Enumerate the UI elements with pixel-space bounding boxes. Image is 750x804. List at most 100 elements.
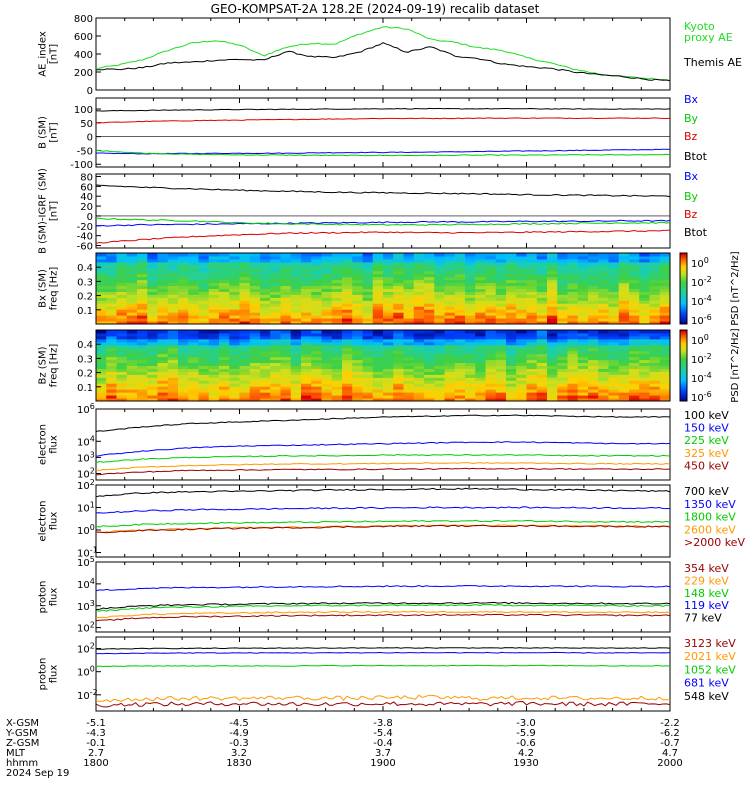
spectrogram-cell xyxy=(465,350,476,355)
spectrogram-cell xyxy=(629,338,640,343)
spectrogram-cell xyxy=(434,347,445,352)
spectrogram-cell xyxy=(260,362,271,366)
spectrogram-cell xyxy=(506,282,517,287)
spectrogram-cell xyxy=(598,306,609,310)
spectrogram-cell xyxy=(116,356,128,361)
spectrogram-cell xyxy=(229,398,240,402)
spectrogram-cell xyxy=(147,321,158,325)
spectrogram-cell xyxy=(126,344,138,349)
spectrogram-cell xyxy=(547,276,558,281)
spectrogram-cell xyxy=(188,253,199,257)
spectrogram-cell xyxy=(557,332,568,337)
spectrogram-cell xyxy=(219,359,230,364)
spectrogram-cell xyxy=(516,309,527,313)
spectrogram-cell xyxy=(362,255,374,260)
spectrogram-cell xyxy=(639,253,650,257)
spectrogram-cell xyxy=(659,297,671,301)
spectrogram-cell xyxy=(588,377,599,381)
spectrogram-cell xyxy=(157,341,169,346)
spectrogram-cell xyxy=(106,273,117,278)
spectrogram-cell xyxy=(495,318,507,322)
spectrogram-cell xyxy=(444,341,456,346)
spectrogram-cell xyxy=(618,288,630,292)
spectrogram-cell xyxy=(96,300,107,304)
colorbar-cell xyxy=(680,374,687,377)
spectrogram-cell xyxy=(536,365,548,369)
spectrogram-cell xyxy=(301,276,312,281)
spectrogram-cell xyxy=(536,273,548,278)
spectrogram-cell xyxy=(403,300,415,304)
spectrogram-cell xyxy=(331,255,343,260)
spectrogram-cell xyxy=(393,377,404,381)
spectrogram-cell xyxy=(208,270,220,275)
spectrogram-cell xyxy=(321,288,333,292)
spectrogram-cell xyxy=(321,303,333,307)
spectrogram-cell xyxy=(588,332,599,337)
spectrogram-cell xyxy=(475,255,486,260)
spectrogram-cell xyxy=(208,362,220,366)
spectrogram-cell xyxy=(413,332,425,337)
spectrogram-cell xyxy=(588,318,599,322)
spectrogram-cell xyxy=(280,288,292,292)
spectrogram-cell xyxy=(116,312,128,316)
spectrogram-cell xyxy=(393,389,404,393)
spectrogram-cell xyxy=(434,362,445,366)
spectrogram-cell xyxy=(96,398,107,402)
spectrogram-cell xyxy=(331,297,343,301)
spectrogram-cell xyxy=(649,332,661,337)
spectrogram-cell xyxy=(526,258,538,263)
spectrogram-cell xyxy=(424,288,435,292)
colorbar-cell xyxy=(680,390,687,393)
spectrogram-cell xyxy=(526,386,538,390)
spectrogram-cell xyxy=(547,350,558,355)
spectrogram-cell xyxy=(649,270,661,275)
spectrogram-cell xyxy=(598,276,609,281)
spectrogram-cell xyxy=(96,267,107,272)
spectrogram-cell xyxy=(588,344,599,349)
spectrogram-cell xyxy=(649,315,661,319)
spectrogram-cell xyxy=(393,312,404,316)
spectrogram-cell xyxy=(403,350,415,355)
spectrogram-cell xyxy=(567,356,579,361)
spectrogram-cell xyxy=(188,315,199,319)
spectrogram-cell xyxy=(465,330,476,334)
spectrogram-cell xyxy=(526,312,538,316)
spectrogram-cell xyxy=(147,303,158,307)
y-tick-label: 80 xyxy=(80,172,93,183)
colorbar-cell xyxy=(680,354,687,358)
spectrogram-cell xyxy=(331,285,343,289)
spectrogram-cell xyxy=(598,267,609,272)
spectrogram-cell xyxy=(219,297,230,301)
spectrogram-cell xyxy=(260,335,271,340)
spectrogram-cell xyxy=(659,318,671,322)
spectrogram-cell xyxy=(444,318,456,322)
spectrogram-cell xyxy=(178,383,189,387)
spectrogram-cell xyxy=(126,309,138,313)
spectrogram-cell xyxy=(516,398,527,402)
spectrogram-cell xyxy=(116,306,128,310)
spectrogram-cell xyxy=(393,374,404,378)
spectrogram-cell xyxy=(629,365,640,369)
spectrogram-cell xyxy=(475,338,486,343)
spectrogram-cell xyxy=(352,356,363,361)
spectrogram-cell xyxy=(536,288,548,292)
spectrogram-cell xyxy=(536,392,548,396)
spectrogram-cell xyxy=(126,341,138,346)
spectrogram-cell xyxy=(393,392,404,396)
spectrogram-cell xyxy=(567,253,579,257)
spectrogram-cell xyxy=(126,300,138,304)
y-tick-label: 0 xyxy=(87,133,93,144)
spectrogram-cell xyxy=(465,312,476,316)
spectrogram-cell xyxy=(547,365,558,369)
colorbar-cell xyxy=(680,376,687,379)
spectrogram-cell xyxy=(372,279,384,284)
spectrogram-cell xyxy=(383,306,394,310)
spectrogram-cell xyxy=(270,374,281,378)
spectrogram-cell xyxy=(178,261,189,266)
spectrogram-cell xyxy=(157,380,169,384)
spectrogram-cell xyxy=(229,350,240,355)
spectrogram-cell xyxy=(403,371,415,375)
spectrogram-cell xyxy=(567,374,579,378)
spectrogram-cell xyxy=(444,258,456,263)
spectrogram-cell xyxy=(321,386,333,390)
